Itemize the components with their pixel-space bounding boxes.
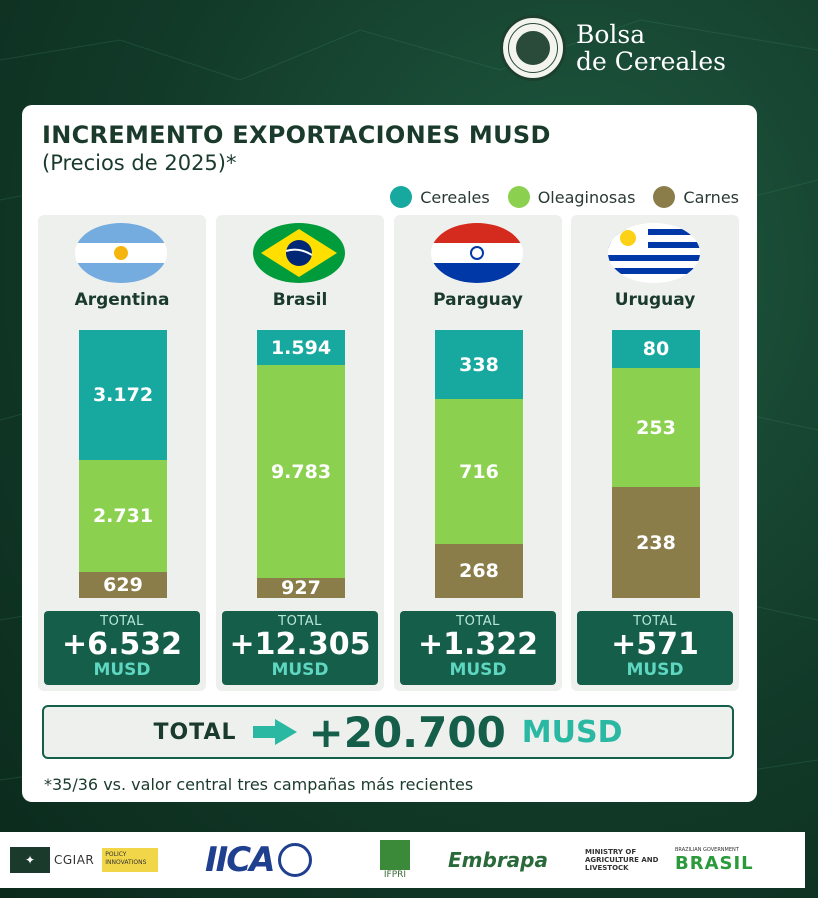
data-label: 9.783 [270,460,332,483]
total-unit: MUSD [626,660,684,680]
stacked-bar-paraguay: 338 716 268 [435,330,523,598]
total-value: +6.532 [61,627,183,662]
grand-total-value: +20.700 [308,707,506,757]
country-panel-brasil: Brasil 1.594 9.783 927 TOTAL +12.305 MUSD [216,215,384,691]
bar-segment-cereales: 80 [612,330,700,368]
stacked-bar-brasil: 1.594 9.783 927 [257,330,345,599]
total-unit: MUSD [449,660,507,680]
legend-swatch-oleaginosas [507,186,530,208]
uruguay-flag-icon [608,223,700,283]
total-unit: MUSD [271,660,329,680]
total-box-paraguay: TOTAL +1.322 MUSD [400,611,556,685]
total-label: TOTAL [633,614,677,629]
ifpri-logo: IFPRI [380,832,410,888]
brasil-wordmark: BRASIL [675,852,754,874]
stacked-bar-argentina: 3.172 2.731 629 [79,330,167,598]
total-box-uruguay: TOTAL +571 MUSD [577,611,733,685]
chart-title: INCREMENTO EXPORTACIONES MUSD [42,121,551,149]
bar-segment-carnes: 629 [79,572,167,598]
bar-segment-cereales: 1.594 [257,330,345,365]
argentina-flag-icon [75,223,167,283]
bar-segment-oleaginosas: 9.783 [257,365,345,578]
infographic-card: INCREMENTO EXPORTACIONES MUSD (Precios d… [22,105,757,802]
data-label: 927 [281,577,321,599]
globe-icon [277,843,312,877]
footnote: *35/36 vs. valor central tres campañas m… [44,775,474,794]
bar-segment-oleaginosas: 716 [435,399,523,544]
bar-segment-oleaginosas: 2.731 [79,460,167,572]
country-name: Brasil [272,290,328,310]
legend-swatch-cereales [390,186,413,208]
legend-item-oleaginosas: Oleaginosas [507,186,635,208]
total-label: TOTAL [100,614,144,629]
cgiar-logo: ✦ CGIAR POLICY INNOVATIONS [10,832,159,888]
legend-item-cereales: Cereales [390,186,490,208]
total-label: TOTAL [278,614,322,629]
country-panel-paraguay: Paraguay 338 716 268 TOTAL +1.322 MUSD [394,215,562,691]
grand-total-box: TOTAL +20.700 MUSD [42,705,734,759]
brazil-flag-icon [253,223,345,283]
total-value: +571 [611,627,699,662]
total-box-brasil: TOTAL +12.305 MUSD [222,611,378,685]
data-label: 268 [459,560,499,582]
legend: Cereales Oleaginosas Carnes [378,186,739,208]
iica-logo: IICA [205,832,312,888]
stacked-bar-uruguay: 80 253 238 [612,330,700,598]
seal-icon [500,15,566,81]
country-name: Argentina [74,290,170,310]
country-name: Paraguay [433,290,523,310]
bar-segment-cereales: 338 [435,330,523,399]
sponsors-footer: ✦ CGIAR POLICY INNOVATIONS IICA IFPRI Em… [0,832,805,888]
legend-swatch-carnes [653,186,676,208]
country-panel-uruguay: Uruguay 80 253 238 TOTAL +571 MUSD [571,215,739,691]
brasil-government-logo: BRAZILIAN GOVERNMENT BRASIL [675,846,754,874]
embrapa-logo: Embrapa [448,848,548,872]
grand-total-label: TOTAL [153,719,237,745]
bar-segment-carnes: 268 [435,544,523,598]
country-panel-argentina: Argentina 3.172 2.731 629 TOTAL +6.532 MUS… [38,215,206,691]
bolsa-de-cereales-logo: Bolsa de Cereales [500,12,800,84]
ministry-logo: MINISTRY OF AGRICULTURE AND LIVESTOCK [585,848,659,872]
legend-item-carnes: Carnes [653,186,739,208]
data-label: 716 [459,460,499,483]
total-label: TOTAL [456,614,500,629]
bar-segment-oleaginosas: 253 [612,368,700,487]
org-name: Bolsa de Cereales [576,20,726,76]
chart-subtitle: (Precios de 2025)* [42,151,237,175]
total-value: +12.305 [229,627,371,662]
ifpri-icon [380,840,410,870]
data-label: 3.172 [92,384,154,406]
data-label: 253 [636,416,676,439]
total-unit: MUSD [93,660,151,680]
data-label: 1.594 [270,336,332,359]
paraguay-flag-icon [431,223,523,283]
country-name: Uruguay [614,290,696,310]
cgiar-icon: ✦ [10,847,50,873]
data-label: 238 [636,531,676,554]
bar-segment-carnes: 238 [612,487,700,598]
total-value: +1.322 [417,627,539,662]
data-label: 2.731 [92,505,154,527]
data-label: 338 [459,353,499,376]
data-label: 80 [642,338,670,360]
total-box-argentina: TOTAL +6.532 MUSD [44,611,200,685]
grand-total-unit: MUSD [521,714,623,750]
bar-segment-carnes: 927 [257,577,345,599]
arrow-right-icon [252,719,297,745]
data-label: 629 [103,574,143,596]
bar-segment-cereales: 3.172 [79,330,167,460]
